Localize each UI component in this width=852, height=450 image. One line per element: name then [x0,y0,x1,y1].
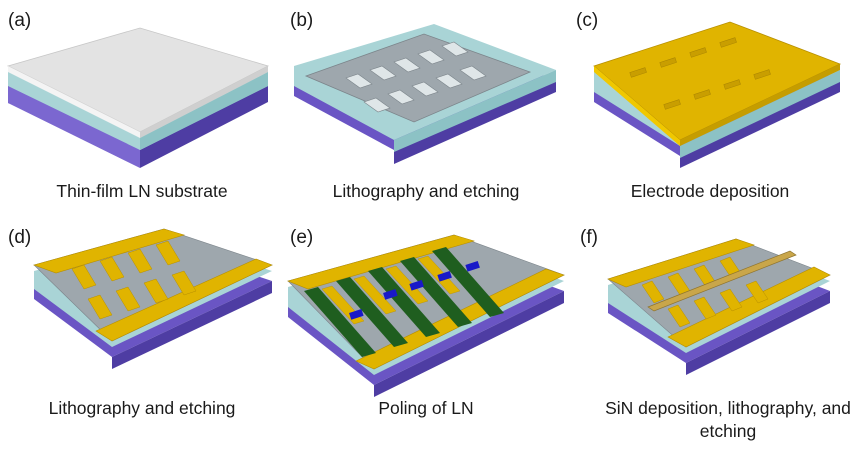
panel-tag: (d) [8,227,32,248]
panel-tag: (a) [8,10,32,31]
panel-e: (e) Poling of LN [284,225,568,450]
sin-waveguide [647,250,797,312]
panel-caption: Lithography and etching [332,181,520,201]
panel-caption: Electrode deposition [630,181,790,201]
panel-tag: (f) [580,227,598,248]
electrode-deposition-illustration [593,21,842,168]
lithography-etching-illustration [33,228,273,369]
etched-slots [345,41,487,113]
panel-caption: Thin-film LN substrate [56,181,228,201]
gold-bus-left [287,234,476,290]
poling-marks [349,260,480,320]
panel-b: (b) Lithography and etching [284,0,568,225]
electrode-gaps [629,37,771,110]
poling-illustration [287,234,565,397]
panel-a: (a) Thin-film LN substrate [0,0,284,225]
panel-tag: (e) [290,227,314,248]
panel-caption: Lithography and etching [48,398,236,418]
panel-f: (f) SiN deposition, lithography, and etc… [568,225,852,450]
ln-substrate-illustration [6,27,270,168]
panel-caption: SiN deposition, lithography, and etching [605,398,851,441]
gold-bus-right [95,258,273,342]
gold-bus-left [33,228,186,274]
etched-ln-illustration [294,24,556,164]
gold-bus-left [607,238,755,288]
panel-tag: (c) [576,10,599,31]
electrode-fingers [71,240,197,320]
gold-bus-right [667,266,831,348]
sin-waveguide-illustration [607,238,831,375]
panel-c: (c) Electrode deposition [568,0,852,225]
panel-tag: (b) [290,10,314,31]
poled-domains [304,247,504,357]
panel-d: (d) Lithography and etching [0,225,284,450]
panel-caption: Poling of LN [378,398,474,418]
